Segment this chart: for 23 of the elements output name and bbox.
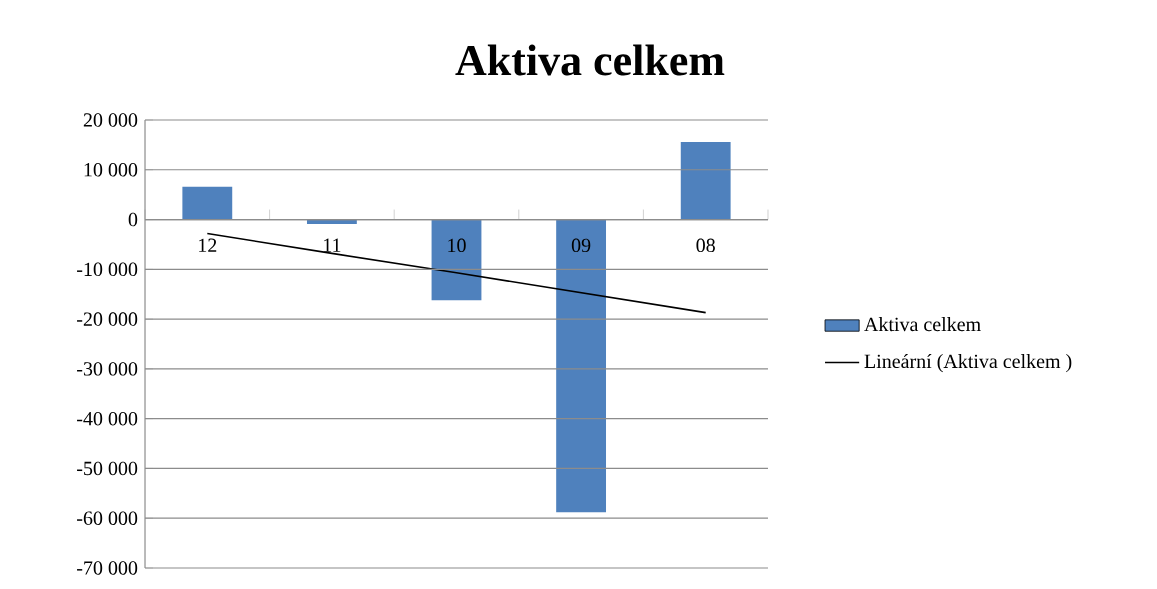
bar [680, 141, 731, 220]
x-tick-label: 11 [324, 238, 341, 252]
x-tick-label: 10 [448, 238, 466, 253]
y-tick-label: -30 000 [77, 362, 138, 376]
bar [556, 219, 607, 513]
y-tick-label: -20 000 [77, 312, 138, 326]
x-tick-label: 12 [199, 238, 217, 252]
y-tick-label: -10 000 [77, 262, 138, 277]
legend-label: Lineární (Aktiva celkem ) [864, 353, 1072, 373]
bar [182, 186, 233, 220]
y-tick-label: 20 000 [83, 113, 138, 127]
bar [431, 219, 482, 301]
y-tick-label: 0 [128, 212, 138, 227]
x-tick-label: 08 [696, 238, 715, 253]
legend-label: Aktiva celkem [864, 317, 981, 332]
bar [306, 219, 357, 225]
y-tick-label: 10 000 [84, 163, 138, 177]
y-tick-label: -50 000 [77, 461, 138, 476]
x-tick-label: 09 [571, 238, 591, 253]
chart-title: Aktiva celkem [455, 44, 725, 76]
y-tick-label: -70 000 [77, 561, 138, 575]
y-tick-label: -40 000 [77, 411, 138, 426]
y-tick-label: -60 000 [77, 511, 138, 525]
